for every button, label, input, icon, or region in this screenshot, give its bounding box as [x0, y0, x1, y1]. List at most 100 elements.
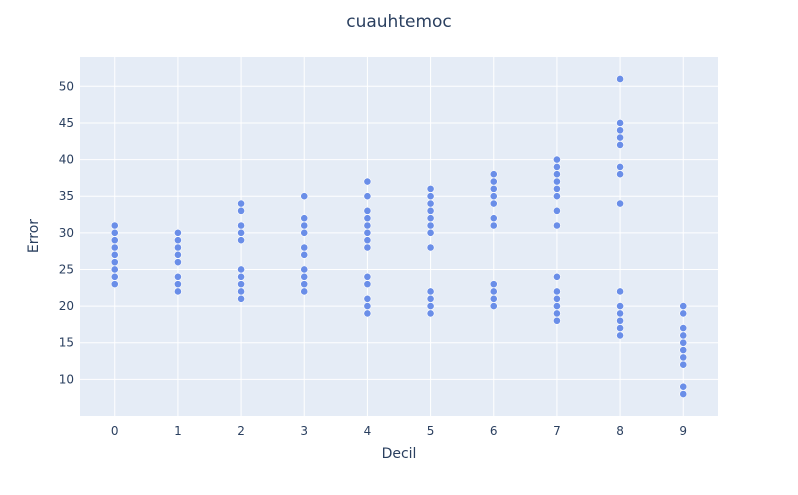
x-tick-label: 9: [679, 424, 687, 438]
data-point: [363, 206, 372, 215]
data-point: [237, 206, 245, 215]
data-point: [426, 294, 435, 303]
data-point: [237, 280, 245, 289]
data-point: [489, 294, 498, 303]
data-point: [110, 221, 119, 230]
data-point: [237, 199, 245, 208]
x-tick-label: 3: [300, 424, 308, 438]
data-point: [553, 206, 561, 215]
data-point: [616, 75, 624, 83]
data-point: [363, 221, 372, 230]
y-tick-label: 45: [59, 116, 74, 130]
data-point: [174, 258, 182, 267]
data-point: [553, 192, 561, 201]
data-point: [363, 272, 372, 281]
data-points: [110, 75, 688, 398]
data-point: [300, 214, 309, 223]
data-point: [679, 324, 688, 332]
y-tick-label: 50: [59, 79, 74, 93]
y-tick-label: 30: [59, 226, 74, 240]
x-tick-label: 1: [174, 424, 182, 438]
y-axis-title: Error: [26, 219, 42, 253]
data-point: [553, 170, 561, 179]
x-tick-label: 6: [490, 424, 498, 438]
data-point: [616, 287, 624, 296]
data-point: [110, 258, 119, 267]
data-point: [553, 287, 561, 296]
data-point: [110, 265, 119, 274]
data-point: [426, 302, 435, 311]
data-point: [363, 243, 372, 252]
data-point: [237, 228, 245, 237]
data-point: [679, 346, 688, 354]
data-point: [237, 221, 245, 230]
data-point: [489, 184, 498, 193]
data-point: [174, 250, 182, 259]
data-point: [426, 221, 435, 230]
y-tick-label: 35: [59, 189, 74, 203]
data-point: [363, 236, 372, 245]
x-tick-label: 0: [111, 424, 119, 438]
data-point: [679, 382, 688, 391]
data-point: [616, 199, 624, 208]
data-point: [679, 353, 688, 362]
data-point: [616, 126, 624, 135]
data-point: [679, 309, 688, 318]
data-point: [489, 177, 498, 186]
data-point: [426, 206, 435, 215]
data-point: [174, 280, 182, 289]
data-point: [489, 280, 498, 289]
data-point: [553, 221, 561, 230]
x-tick-label: 4: [364, 424, 372, 438]
data-point: [300, 192, 309, 201]
data-point: [110, 236, 119, 245]
data-point: [426, 243, 435, 252]
data-point: [679, 331, 688, 340]
data-point: [300, 243, 309, 252]
y-tick-labels: 10 15 20 25 30 35 40 45 50: [59, 79, 74, 386]
data-point: [553, 302, 561, 311]
data-point: [489, 287, 498, 296]
x-tick-label: 2: [237, 424, 245, 438]
data-point: [616, 302, 624, 311]
data-point: [553, 272, 561, 281]
data-point: [489, 221, 498, 230]
y-tick-label: 15: [59, 336, 74, 350]
data-point: [616, 119, 624, 127]
data-point: [300, 221, 309, 230]
data-point: [616, 324, 624, 332]
data-point: [300, 287, 309, 296]
data-point: [679, 302, 688, 311]
y-tick-label: 40: [59, 153, 74, 167]
data-point: [553, 184, 561, 193]
data-point: [363, 214, 372, 223]
data-point: [174, 287, 182, 296]
gridlines: [80, 57, 718, 416]
data-point: [363, 280, 372, 289]
data-point: [110, 250, 119, 259]
data-point: [679, 390, 688, 398]
data-point: [426, 309, 435, 318]
data-point: [553, 177, 561, 186]
data-point: [237, 272, 245, 281]
x-tick-label: 7: [553, 424, 561, 438]
data-point: [489, 170, 498, 179]
data-point: [363, 309, 372, 318]
data-point: [174, 228, 182, 237]
data-point: [616, 133, 624, 142]
x-tick-label: 5: [427, 424, 435, 438]
data-point: [300, 280, 309, 289]
data-point: [553, 155, 561, 164]
plot-area: [80, 57, 718, 416]
data-point: [174, 236, 182, 245]
data-point: [616, 141, 624, 149]
data-point: [426, 287, 435, 296]
data-point: [237, 287, 245, 296]
data-point: [300, 272, 309, 281]
x-tick-label: 8: [616, 424, 624, 438]
data-point: [553, 294, 561, 303]
y-tick-label: 10: [59, 372, 74, 386]
data-point: [679, 360, 688, 369]
data-point: [300, 228, 309, 237]
data-point: [489, 214, 498, 223]
